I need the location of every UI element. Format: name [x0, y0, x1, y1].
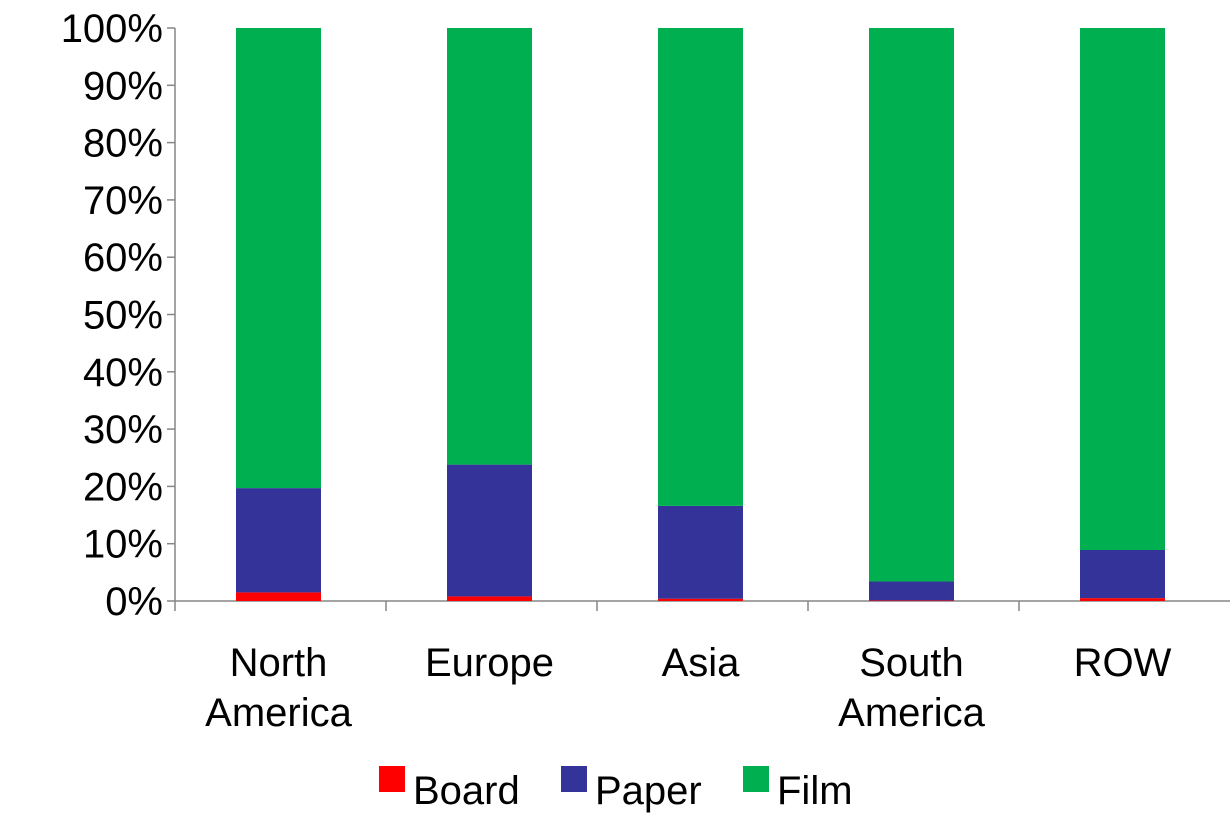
bar-segment-board-3 [869, 600, 954, 601]
bar-segment-film-1 [447, 28, 532, 465]
bar-segment-paper-2 [658, 505, 743, 599]
y-tick-label: 90% [83, 64, 163, 108]
bar-segment-paper-3 [869, 581, 954, 601]
bar-segment-board-4 [1080, 598, 1165, 601]
legend-item-board: Board [379, 766, 520, 813]
bar-segment-film-3 [869, 28, 954, 582]
legend-item-paper: Paper [561, 766, 702, 813]
y-tick-label: 80% [83, 122, 163, 166]
legend-label: Paper [595, 769, 702, 813]
legend: Board Paper Film [379, 766, 853, 813]
x-category-label: Europe [425, 641, 554, 685]
bar-segment-paper-0 [236, 488, 321, 593]
bar-segment-board-1 [447, 596, 532, 601]
y-tick-label: 100% [61, 7, 163, 51]
y-tick-label: 70% [83, 179, 163, 223]
legend-swatch [743, 766, 769, 792]
bar-segment-paper-1 [447, 464, 532, 597]
x-category-label-line: America [838, 691, 985, 735]
y-axis: 0% 10% 20% 30% 40% 50% 60% 70% 80% 90% 100% [61, 7, 176, 624]
bar-segment-board-0 [236, 592, 321, 601]
x-category-label-line: North [230, 641, 328, 685]
bar-segment-film-0 [236, 28, 321, 489]
legend-item-film: Film [743, 766, 853, 813]
bar-segment-paper-4 [1080, 550, 1165, 599]
x-category-label-line: ROW [1074, 641, 1172, 685]
y-tick-label: 20% [83, 465, 163, 509]
legend-label: Board [413, 769, 520, 813]
y-tick-label: 10% [83, 523, 163, 567]
bar-segment-board-2 [658, 598, 743, 601]
legend-swatch [379, 766, 405, 792]
legend-label: Film [777, 769, 853, 813]
y-tick-label: 30% [83, 408, 163, 452]
legend-swatch [561, 766, 587, 792]
bar-segment-film-4 [1080, 28, 1165, 551]
bar-segment-film-2 [658, 28, 743, 506]
y-tick-label: 0% [105, 580, 163, 624]
x-category-label-line: Asia [662, 641, 741, 685]
x-category-label: Asia [662, 641, 741, 685]
x-category-label: South America [838, 641, 985, 735]
y-tick-label: 40% [83, 351, 163, 395]
x-category-label: North America [205, 641, 352, 735]
y-tick-label: 50% [83, 294, 163, 338]
x-axis: North America Europe Asia South America ROW [174, 600, 1230, 735]
x-category-label-line: South [859, 641, 964, 685]
y-tick-label: 60% [83, 236, 163, 280]
x-category-label-line: America [205, 691, 352, 735]
x-category-label: ROW [1074, 641, 1172, 685]
bars [236, 28, 1165, 601]
x-category-label-line: Europe [425, 641, 554, 685]
